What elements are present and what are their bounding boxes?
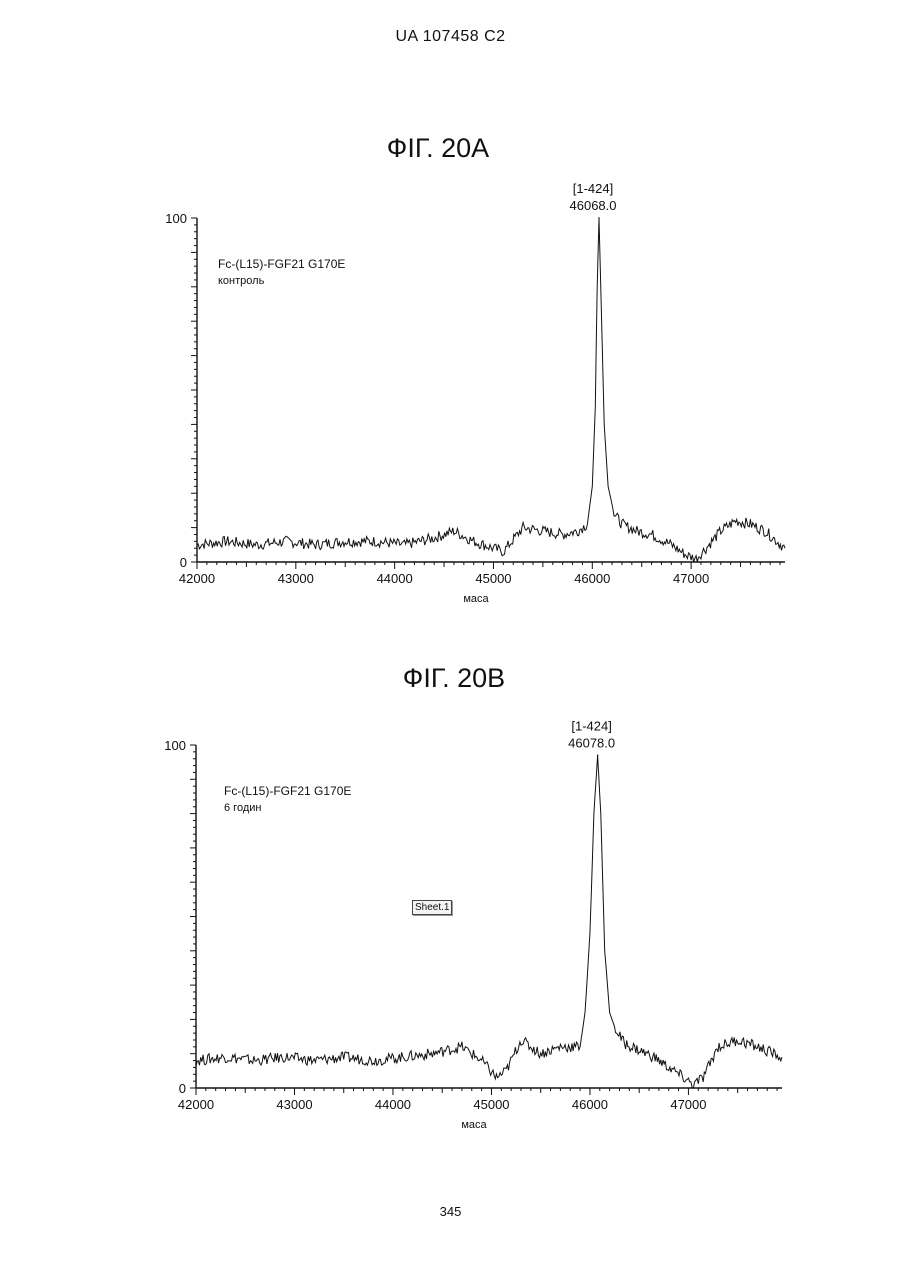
x-tick-label: 46000 bbox=[574, 571, 610, 586]
page-header: UA 107458 C2 bbox=[0, 28, 901, 46]
y-tick-label: 100 bbox=[164, 738, 186, 753]
x-axis-label: маса bbox=[463, 593, 489, 605]
x-axis-label: маса bbox=[461, 1119, 487, 1131]
figure-title-20b: ФІГ. 20В bbox=[274, 663, 634, 694]
x-tick-label: 42000 bbox=[179, 571, 215, 586]
page-number: 345 bbox=[0, 1204, 901, 1219]
spectrum-series-line bbox=[196, 755, 782, 1088]
x-tick-label: 45000 bbox=[473, 1097, 509, 1112]
sample-sublabel: 6 годин bbox=[224, 802, 261, 814]
x-tick-label: 44000 bbox=[375, 1097, 411, 1112]
x-tick-label: 46000 bbox=[572, 1097, 608, 1112]
x-tick-label: 47000 bbox=[670, 1097, 706, 1112]
y-tick-label: 100 bbox=[165, 211, 187, 226]
mass-spectrum-chart-20b: 0 100 42000 43000 44000 45000 46000 47000 маса Fc… bbox=[0, 700, 901, 1150]
sample-sublabel: контроль bbox=[218, 275, 265, 287]
x-tick-label: 47000 bbox=[673, 571, 709, 586]
x-tick-label: 44000 bbox=[377, 571, 413, 586]
y-tick-label: 0 bbox=[180, 555, 187, 570]
x-tick-label: 45000 bbox=[475, 571, 511, 586]
peak-mass-label: 46068.0 bbox=[570, 198, 617, 213]
sample-label: Fc-(L15)-FGF21 G170E bbox=[224, 784, 351, 798]
mass-spectrum-chart-20a: 0 100 42000 43000 44000 45000 46000 47000 маса Fc… bbox=[0, 170, 901, 620]
peak-range-label: [1-424] bbox=[571, 718, 611, 733]
peak-point bbox=[597, 754, 599, 756]
y-tick-label: 0 bbox=[179, 1081, 186, 1096]
x-tick-label: 43000 bbox=[278, 571, 314, 586]
peak-mass-label: 46078.0 bbox=[568, 735, 615, 750]
peak-point bbox=[598, 217, 600, 219]
sample-label: Fc-(L15)-FGF21 G170E bbox=[218, 257, 345, 271]
x-tick-label: 43000 bbox=[276, 1097, 312, 1112]
figure-title-20a: ФІГ. 20А bbox=[258, 133, 618, 164]
peak-range-label: [1-424] bbox=[573, 181, 613, 196]
x-tick-label: 42000 bbox=[178, 1097, 214, 1112]
sheet-tag: Sheet.1 bbox=[412, 900, 452, 915]
